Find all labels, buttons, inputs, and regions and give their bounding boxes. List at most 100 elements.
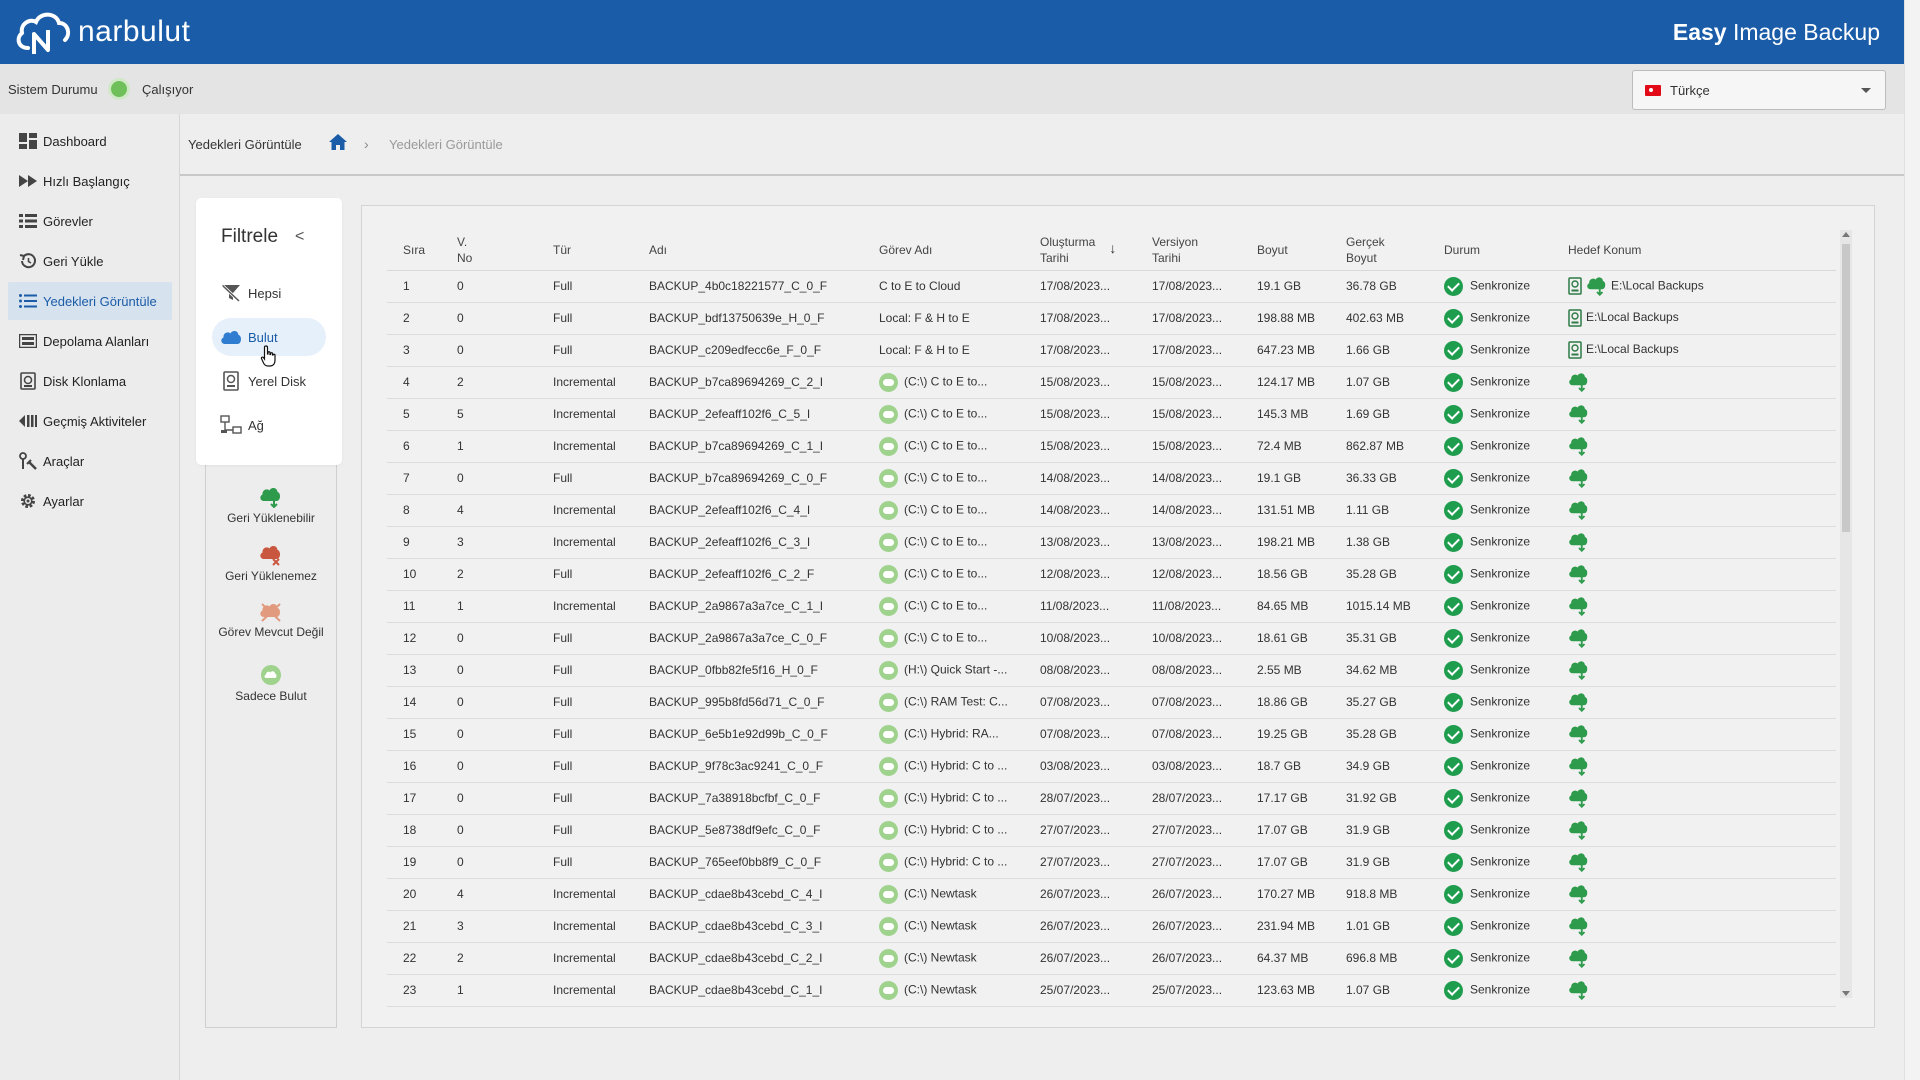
cell-boyut: 18.7 GB (1241, 750, 1330, 783)
col-header-gorev[interactable]: Görev Adı (863, 230, 1024, 271)
table-row[interactable]: 14 0 Full BACKUP_995b8fd56d71_C_0_F (C:\) RA… (387, 686, 1836, 719)
scroll-up-icon[interactable] (1842, 232, 1850, 237)
cell-gorev: (C:\) C to E to... (863, 366, 1024, 399)
col-header-adi[interactable]: Adı (633, 230, 863, 271)
collapse-filter-button[interactable]: < (295, 228, 305, 245)
network-icon (220, 414, 242, 436)
cloud-only-icon (879, 852, 898, 872)
sidebar-item-view-backups[interactable]: Yedekleri Görüntüle (8, 282, 172, 320)
table-row[interactable]: 8 4 Incremental BACKUP_2efeaff102f6_C_4_I (C… (387, 494, 1836, 527)
language-select[interactable]: Türkçe (1632, 70, 1886, 110)
cell-durum: Senkronize (1428, 910, 1552, 943)
cell-vno: 0 (441, 750, 537, 783)
cell-versiyon: 15/08/2023... (1136, 366, 1241, 399)
col-header-olusturma[interactable]: Oluşturma Tarihi↓ (1024, 230, 1136, 271)
sidebar-item-restore[interactable]: Geri Yükle (8, 242, 172, 280)
cell-durum: Senkronize (1428, 494, 1552, 527)
cell-durum-text: Senkronize (1470, 438, 1531, 453)
col-header-gercek-boyut[interactable]: Gerçek Boyut (1330, 230, 1428, 271)
check-circle-icon (1444, 564, 1463, 584)
sidebar: Dashboard Hızlı Başlangıç Görevler Geri … (0, 114, 180, 1080)
cloud-restorable-icon (1569, 884, 1588, 904)
table-row[interactable]: 1 0 Full BACKUP_4b0c18221577_C_0_F C to E to… (387, 270, 1836, 303)
cell-hedef (1552, 366, 1836, 399)
sidebar-item-storage[interactable]: Depolama Alanları (8, 322, 172, 360)
cell-gorev: (H:\) Quick Start -... (863, 654, 1024, 687)
table-row[interactable]: 5 5 Incremental BACKUP_2efeaff102f6_C_5_I (C… (387, 398, 1836, 431)
home-icon[interactable] (328, 133, 348, 154)
sidebar-item-history[interactable]: Geçmiş Aktiviteler (8, 402, 172, 440)
table-row[interactable]: 10 2 Full BACKUP_2efeaff102f6_C_2_F (C:\) C … (387, 558, 1836, 591)
cell-adi: BACKUP_2a9867a3a7ce_C_0_F (633, 622, 863, 655)
table-row[interactable]: 12 0 Full BACKUP_2a9867a3a7ce_C_0_F (C:\) C … (387, 622, 1836, 655)
restore-icon (19, 252, 37, 270)
cell-gercek-boyut: 35.28 GB (1330, 558, 1428, 591)
table-scrollbar[interactable] (1840, 230, 1852, 998)
table-row[interactable]: 19 0 Full BACKUP_765eef0bb8f9_C_0_F (C:\) Hy… (387, 846, 1836, 879)
cell-vno: 0 (441, 718, 537, 751)
sidebar-item-dashboard[interactable]: Dashboard (8, 122, 172, 160)
cell-vno: 0 (441, 622, 537, 655)
cell-durum-text: Senkronize (1470, 342, 1531, 357)
cell-boyut: 131.51 MB (1241, 494, 1330, 527)
cloud-restorable-icon (260, 488, 281, 508)
col-header-boyut[interactable]: Boyut (1241, 230, 1330, 271)
table-row[interactable]: 2 0 Full BACKUP_bdf13750639e_H_0_F Local: F … (387, 302, 1836, 335)
table-row[interactable]: 18 0 Full BACKUP_5e8738df9efc_C_0_F (C:\) Hy… (387, 814, 1836, 847)
cell-durum-text: Senkronize (1470, 406, 1531, 421)
cell-gercek-boyut: 918.8 MB (1330, 878, 1428, 911)
cell-boyut: 647.23 MB (1241, 334, 1330, 367)
cell-durum: Senkronize (1428, 974, 1552, 1007)
table-row[interactable]: 6 1 Incremental BACKUP_b7ca89694269_C_1_I (C… (387, 430, 1836, 463)
local-disk-icon (220, 370, 242, 392)
check-circle-icon (1444, 532, 1463, 552)
table-row[interactable]: 3 0 Full BACKUP_c209edfecc6e_F_0_F Local: F … (387, 334, 1836, 367)
sidebar-item-quick-start[interactable]: Hızlı Başlangıç (8, 162, 172, 200)
sidebar-item-settings[interactable]: Ayarlar (8, 482, 172, 520)
col-header-versiyon[interactable]: Versiyon Tarihi (1136, 230, 1241, 271)
filter-item-network[interactable]: Ağ (212, 406, 326, 444)
filter-item-all[interactable]: Hepsi (212, 274, 326, 312)
table-row[interactable]: 11 1 Incremental BACKUP_2a9867a3a7ce_C_1_I(… (387, 590, 1836, 623)
cell-durum-text: Senkronize (1470, 790, 1531, 805)
table-row[interactable]: 22 2 Incremental BACKUP_cdae8b43cebd_C_2_I(… (387, 942, 1836, 975)
task-missing-icon (260, 603, 281, 622)
check-circle-icon (1444, 692, 1463, 712)
table-row[interactable]: 23 1 Incremental BACKUP_cdae8b43cebd_C_1_I (… (387, 974, 1836, 1007)
table-row[interactable]: 21 3 Incremental BACKUP_cdae8b43cebd_C_3_I (… (387, 910, 1836, 943)
sidebar-item-disk-clone[interactable]: Disk Klonlama (8, 362, 172, 400)
col-header-durum[interactable]: Durum (1428, 230, 1552, 271)
backups-table-panel: Sıra V. No Tür Adı Görev Adı Oluşturma Tar… (361, 205, 1875, 1028)
local-disk-icon (1568, 277, 1582, 295)
window-scrollbar[interactable] (1904, 0, 1920, 1080)
backups-table: Sıra V. No Tür Adı Görev Adı Oluşturma Tar… (387, 230, 1836, 1007)
table-row[interactable]: 15 0 Full BACKUP_6e5b1e92d99b_C_0_F (C:\) Hy… (387, 718, 1836, 751)
legend-label: Geri Yüklenebilir (227, 511, 315, 525)
scrollbar-thumb[interactable] (1842, 244, 1850, 532)
cell-gorev-text: (C:\) C to E to... (904, 502, 988, 517)
cloud-restorable-icon (1587, 276, 1606, 296)
col-header-hedef[interactable]: Hedef Konum (1552, 230, 1836, 271)
filter-item-cloud[interactable]: Bulut (212, 318, 326, 356)
cell-gercek-boyut: 36.33 GB (1330, 462, 1428, 495)
table-row[interactable]: 16 0 Full BACKUP_9f78c3ac9241_C_0_F (C:\) Hy… (387, 750, 1836, 783)
table-row[interactable]: 13 0 Full BACKUP_0fbb82fe5f16_H_0_F (H:\) Qu… (387, 654, 1836, 687)
sidebar-item-tasks[interactable]: Görevler (8, 202, 172, 240)
cloud-restorable-icon (1569, 532, 1588, 552)
col-header-tur[interactable]: Tür (537, 230, 633, 271)
table-row[interactable]: 4 2 Incremental BACKUP_b7ca89694269_C_2_I (C… (387, 366, 1836, 399)
filter-item-local-disk[interactable]: Yerel Disk (212, 362, 326, 400)
table-row[interactable]: 7 0 Full BACKUP_b7ca89694269_C_0_F (C:\) C t… (387, 462, 1836, 495)
cell-gercek-boyut: 1.38 GB (1330, 526, 1428, 559)
legend-label: Görev Mevcut Değil (218, 625, 324, 639)
table-row[interactable]: 17 0 Full BACKUP_7a38918bcfbf_C_0_F (C:\) Hy… (387, 782, 1836, 815)
cell-sira: 1 (387, 270, 441, 303)
table-row[interactable]: 9 3 Incremental BACKUP_2efeaff102f6_C_3_I (C… (387, 526, 1836, 559)
sidebar-item-tools[interactable]: Araçlar (8, 442, 172, 480)
cloud-restorable-icon (1569, 788, 1588, 808)
col-header-vno[interactable]: V. No (441, 230, 537, 271)
col-header-sira[interactable]: Sıra (387, 230, 441, 271)
scroll-down-icon[interactable] (1842, 991, 1850, 996)
table-row[interactable]: 20 4 Incremental BACKUP_cdae8b43cebd_C_4_I (… (387, 878, 1836, 911)
cell-sira: 14 (387, 686, 441, 719)
